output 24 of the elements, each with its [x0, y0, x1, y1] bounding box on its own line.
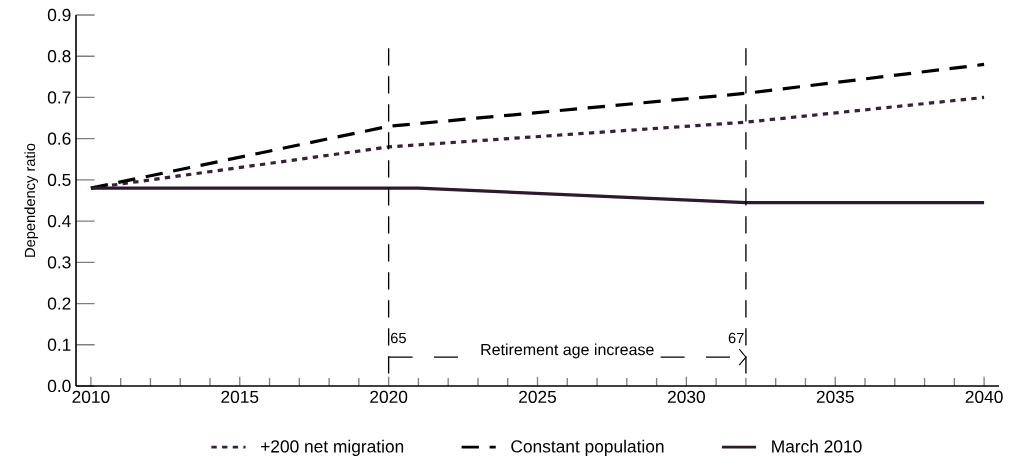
x-tick-label: 2030	[667, 390, 705, 403]
legend-label: March 2010	[772, 439, 862, 453]
x-tick-label: 2025	[519, 390, 557, 403]
y-tick-label: 0.2	[47, 297, 71, 310]
y-tick-label: 0.9	[47, 8, 71, 22]
y-tick-label: 0.8	[47, 50, 71, 63]
y-tick-label: 0.6	[47, 132, 71, 145]
y-tick-label: 0.5	[47, 173, 71, 187]
x-tick-label: 2020	[370, 390, 408, 403]
y-tick-label: 0.1	[47, 338, 71, 351]
x-tick-label: 2035	[816, 390, 854, 403]
legend-label: +200 net migration	[261, 439, 404, 456]
y-tick-label: 0.7	[47, 91, 71, 104]
y-axis-title: Dependency ratio	[24, 143, 39, 257]
x-tick-label: 2015	[221, 390, 259, 403]
y-tick-label: 0.0	[47, 379, 71, 393]
annotation: Retirement age increase	[481, 343, 654, 359]
y-tick-label: 0.3	[47, 256, 71, 269]
annotation: 67	[728, 332, 744, 344]
y-tick-label: 0.4	[47, 214, 71, 228]
x-tick-label: 2010	[72, 390, 110, 403]
x-tick-label: 2040	[965, 390, 1003, 403]
legend-label: Constant population	[511, 439, 664, 456]
annotation: 65	[390, 332, 406, 344]
